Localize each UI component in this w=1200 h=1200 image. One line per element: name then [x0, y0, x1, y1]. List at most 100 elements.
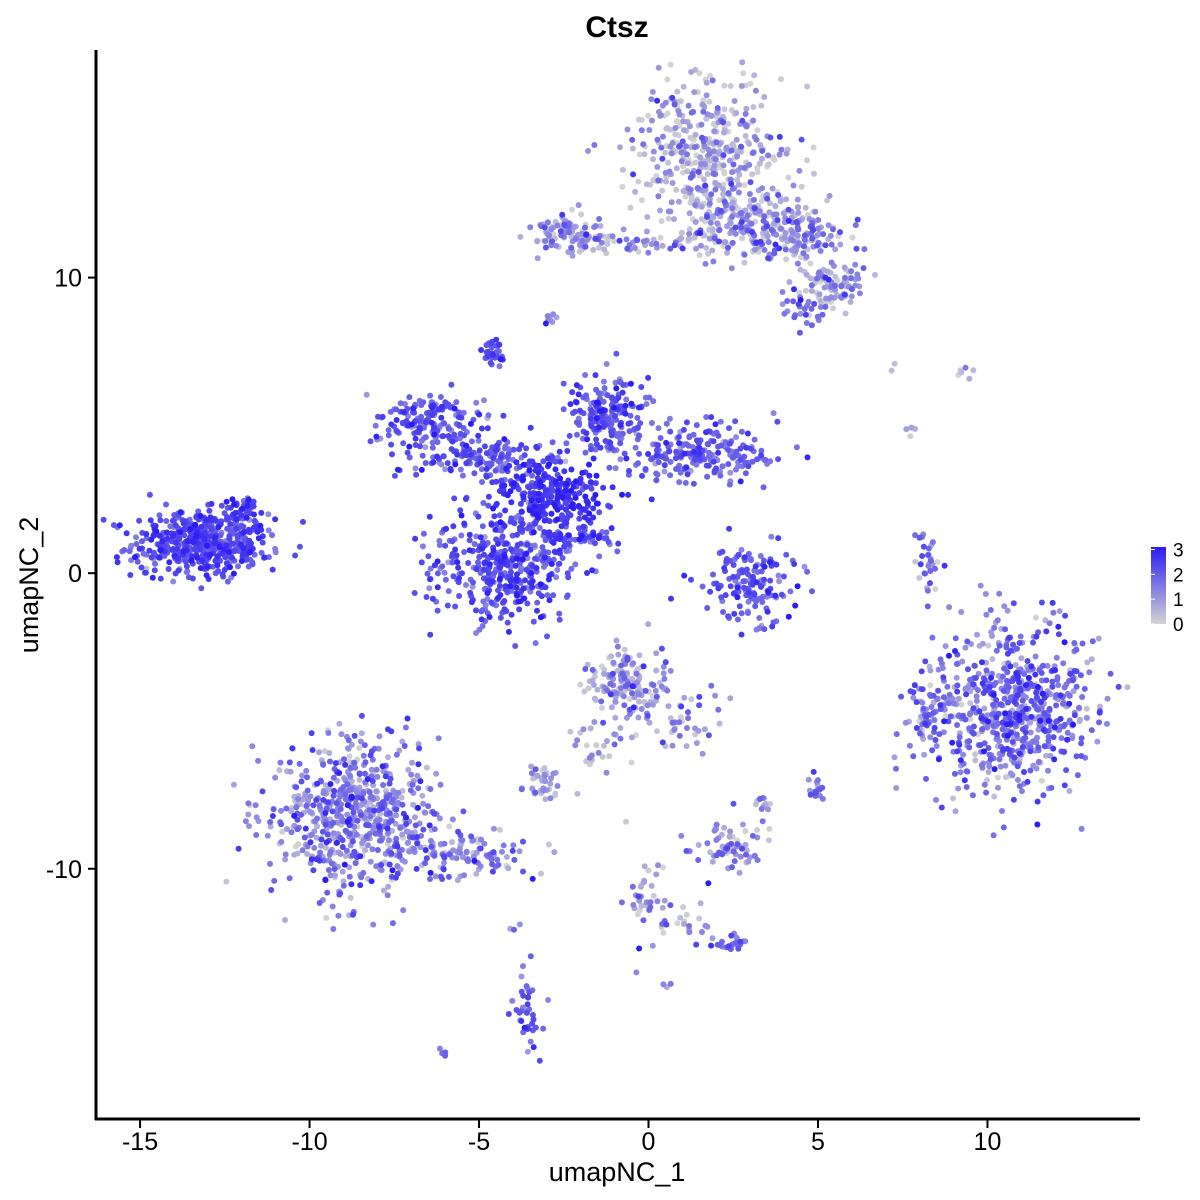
cell-point: [630, 660, 637, 667]
cell-point: [542, 778, 549, 785]
cell-point: [368, 794, 375, 800]
cell-point: [754, 857, 761, 864]
cell-point: [691, 89, 698, 96]
cell-point: [1053, 654, 1060, 661]
cell-point: [626, 428, 633, 435]
cell-point: [765, 161, 772, 168]
cell-point: [1000, 687, 1007, 694]
cell-point: [641, 877, 648, 884]
cell-point: [463, 582, 469, 588]
cell-point: [544, 633, 550, 640]
cell-point: [740, 578, 747, 585]
cell-point: [682, 193, 689, 200]
cell-point: [495, 540, 501, 547]
cell-point: [439, 563, 446, 570]
cell-point: [121, 547, 128, 553]
cell-point: [704, 840, 711, 847]
cell-point: [615, 540, 622, 547]
cell-point: [1060, 660, 1067, 667]
cell-point: [563, 506, 569, 513]
cell-point: [523, 445, 530, 452]
cell-point: [436, 542, 443, 549]
cell-point: [146, 491, 153, 498]
cell-point: [1049, 678, 1056, 685]
cell-point: [1033, 633, 1040, 640]
cell-point: [602, 233, 609, 240]
cell-point: [509, 847, 516, 854]
cell-point: [960, 751, 967, 758]
cell-point: [433, 770, 440, 777]
cell-point: [667, 428, 674, 435]
cell-point: [717, 418, 724, 425]
cell-point: [709, 226, 716, 233]
cell-point: [967, 700, 974, 707]
cell-point: [366, 807, 373, 813]
cell-point: [779, 301, 786, 308]
cell-point: [984, 712, 991, 719]
cell-point: [385, 829, 392, 836]
cell-point: [986, 684, 993, 690]
cell-point: [665, 159, 672, 166]
cell-point: [694, 185, 701, 192]
cell-point: [729, 169, 736, 176]
cell-point: [370, 824, 377, 831]
cell-point: [373, 766, 380, 773]
cell-point: [796, 289, 803, 296]
cell-point: [1017, 633, 1024, 640]
cell-point: [792, 247, 799, 254]
cell-point: [539, 544, 546, 551]
cell-point: [658, 144, 665, 151]
cell-point: [683, 743, 690, 750]
cell-point: [382, 773, 389, 780]
cell-point: [393, 751, 400, 758]
cell-point: [814, 313, 821, 320]
cell-point: [498, 453, 504, 460]
cell-point: [661, 468, 668, 475]
cell-point: [1033, 689, 1040, 696]
cell-point: [473, 533, 480, 540]
cell-point: [804, 568, 811, 575]
cell-point: [945, 718, 952, 725]
cell-point: [203, 517, 210, 523]
cell-point: [420, 530, 427, 537]
cell-point: [673, 165, 680, 172]
cell-point: [913, 699, 920, 706]
cell-point: [742, 111, 749, 117]
cell-point: [946, 604, 953, 611]
cell-point: [518, 786, 525, 793]
cell-point: [1006, 714, 1013, 721]
cell-point: [692, 202, 699, 208]
cell-point: [189, 575, 196, 582]
cell-point: [452, 603, 459, 610]
cell-point: [473, 399, 480, 406]
cell-point: [427, 876, 433, 882]
cell-point: [621, 450, 628, 457]
cell-point: [674, 920, 681, 927]
cell-point: [606, 753, 613, 760]
cell-point: [746, 191, 753, 197]
cell-point: [640, 663, 647, 670]
cell-point: [540, 787, 547, 794]
cell-point: [409, 781, 416, 788]
cell-point: [653, 470, 660, 477]
cell-point: [680, 118, 687, 125]
cell-point: [527, 424, 534, 431]
cell-point: [758, 447, 765, 454]
cell-point: [351, 732, 358, 739]
cell-point: [476, 447, 483, 454]
cell-point: [687, 186, 694, 193]
cell-point: [224, 578, 231, 585]
cell-point: [639, 472, 645, 479]
cell-point: [529, 1012, 536, 1018]
cell-point: [167, 523, 174, 530]
cell-point: [775, 572, 782, 579]
cell-point: [617, 725, 624, 731]
cell-point: [441, 859, 447, 866]
cell-point: [986, 763, 993, 770]
cell-point: [283, 805, 290, 812]
cell-point: [520, 963, 526, 970]
cell-point: [599, 704, 605, 711]
cell-point: [441, 420, 447, 427]
cell-point: [362, 847, 369, 854]
cell-point: [495, 587, 501, 594]
